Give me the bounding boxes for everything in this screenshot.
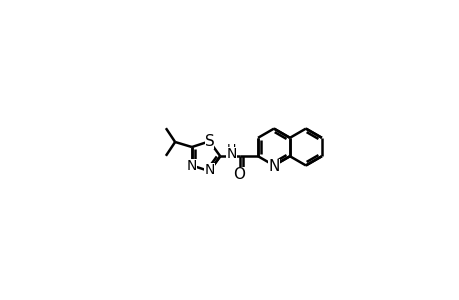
- Text: H: H: [226, 143, 235, 156]
- Text: N: N: [204, 163, 214, 177]
- Text: N: N: [186, 159, 196, 173]
- Text: N: N: [226, 148, 236, 161]
- Text: S: S: [204, 134, 214, 149]
- Text: N: N: [268, 158, 279, 173]
- Text: O: O: [233, 167, 245, 182]
